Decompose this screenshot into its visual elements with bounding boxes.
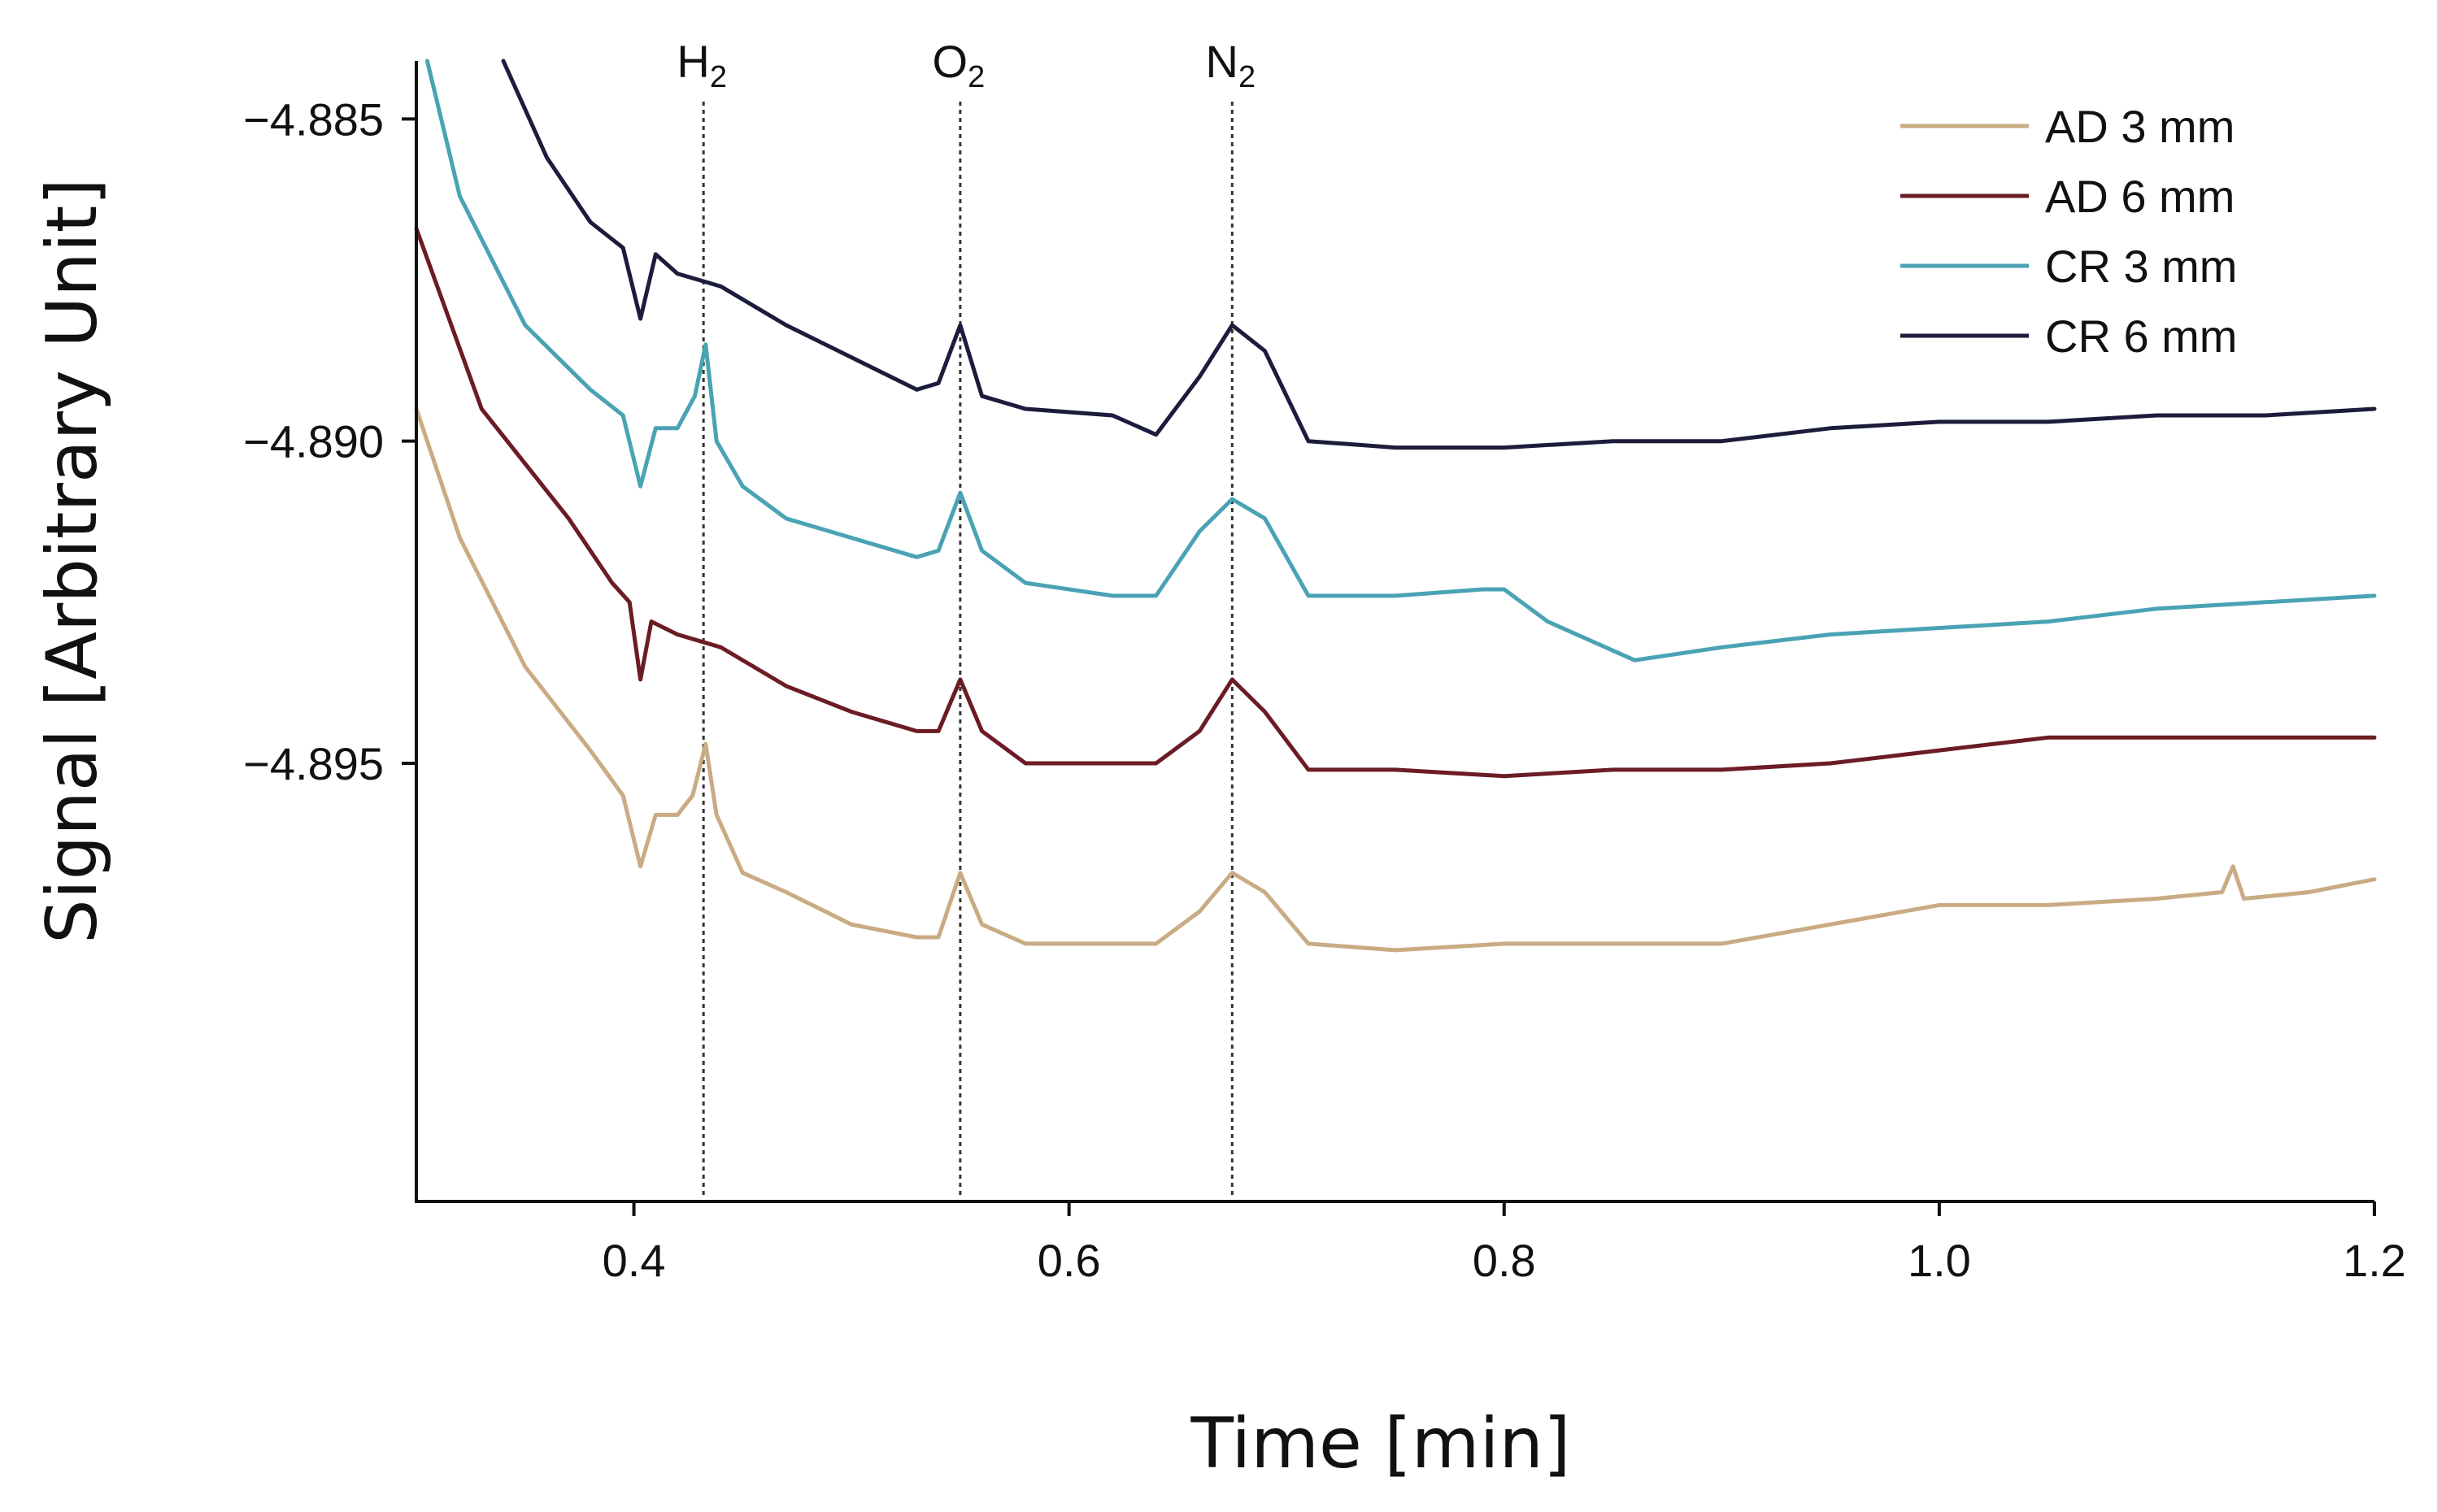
- x-tick-label: 0.8: [1473, 1235, 1536, 1286]
- gas-subscript: 2: [710, 60, 727, 94]
- y-axis-title: Signal [Arbitrary Unit]: [32, 178, 113, 944]
- series-line-ad-6-mm: [414, 226, 2377, 779]
- series-line-cr-3-mm: [424, 59, 2377, 663]
- tick-layer: 0.4 0.6 0.8 1.0 1.2 −4.885 −4.890 −4.895: [243, 93, 2406, 1286]
- series-line-cr-6-mm: [501, 59, 2377, 450]
- x-tick-label: 0.6: [1038, 1235, 1101, 1286]
- y-tick-label: −4.890: [243, 416, 384, 467]
- axis-layer: [415, 61, 2374, 1203]
- x-tick-label: 0.4: [603, 1235, 666, 1286]
- gas-subscript: 2: [1238, 60, 1255, 94]
- gas-marker-layer: H2 O2 N2: [677, 36, 1255, 1195]
- legend-label: CR 6 mm: [2045, 311, 2237, 362]
- gas-marker-label: N2: [1206, 36, 1256, 94]
- gas-symbol: N: [1206, 36, 1238, 87]
- legend-label: CR 3 mm: [2045, 241, 2237, 292]
- y-tick-label: −4.885: [243, 93, 384, 145]
- x-tick-label: 1.0: [1908, 1235, 1971, 1286]
- gas-subscript: 2: [968, 60, 985, 94]
- series-line-ad-3-mm: [414, 406, 2377, 953]
- gas-marker-label: H2: [677, 36, 727, 94]
- y-tick-label: −4.895: [243, 738, 384, 789]
- legend-label: AD 3 mm: [2045, 101, 2235, 152]
- gas-symbol: O: [933, 36, 968, 87]
- x-tick-label: 1.2: [2343, 1235, 2406, 1286]
- legend-label: AD 6 mm: [2045, 171, 2235, 222]
- legend: AD 3 mm AD 6 mm CR 3 mm CR 6 mm: [1900, 101, 2237, 362]
- gas-symbol: H: [677, 36, 709, 87]
- x-axis-title: Time [min]: [1190, 1403, 1570, 1484]
- gas-marker-label: O2: [933, 36, 986, 94]
- series-layer: [414, 59, 2377, 953]
